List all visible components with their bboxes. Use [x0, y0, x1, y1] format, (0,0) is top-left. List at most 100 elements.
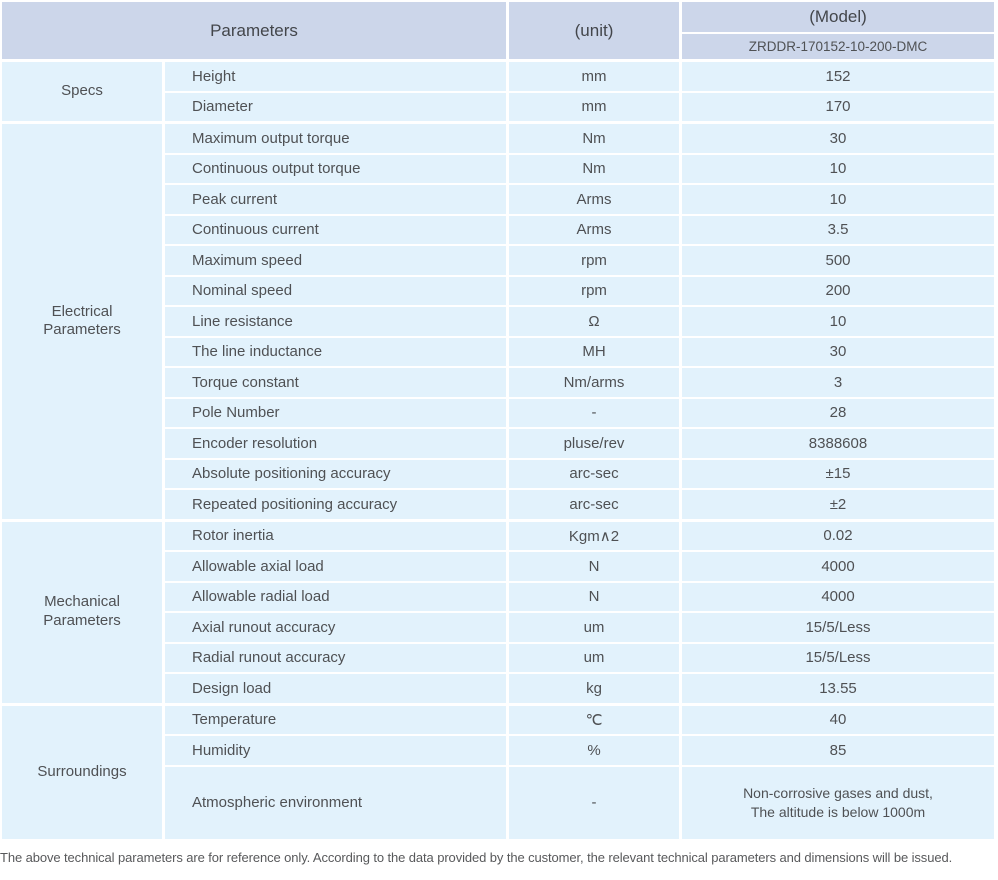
model-number: ZRDDR-170152-10-200-DMC — [682, 34, 994, 59]
table-row: Line resistance Ω 10 — [165, 307, 994, 336]
value-cell: 4000 — [682, 582, 994, 611]
param-cell: Rotor inertia — [165, 521, 506, 550]
value-cell: 0.02 — [682, 521, 994, 550]
param-cell: Continuous output torque — [165, 154, 506, 183]
value-cell: 85 — [682, 736, 994, 765]
unit-cell: % — [509, 736, 679, 765]
table-row: Encoder resolution pluse/rev 8388608 — [165, 429, 994, 458]
value-cell: 200 — [682, 276, 994, 305]
table-row: Radial runout accuracy um 15/5/Less — [165, 643, 994, 672]
value-cell: 28 — [682, 398, 994, 427]
param-cell: Torque constant — [165, 368, 506, 397]
header-unit: (unit) — [509, 2, 679, 59]
table-row: Nominal speed rpm 200 — [165, 276, 994, 305]
table-header: Parameters (unit) (Model) ZRDDR-170152-1… — [2, 2, 994, 59]
table-section: Surroundings Temperature ℃ 40 Humidity% 85 Atm… — [2, 705, 994, 839]
table-row: Design load kg 13.55 — [165, 674, 994, 703]
value-cell: 152 — [682, 62, 994, 91]
value-cell: 30 — [682, 124, 994, 153]
unit-cell: Arms — [509, 215, 679, 244]
group-label: Surroundings — [2, 705, 162, 839]
unit-cell: mm — [509, 62, 679, 91]
table-row: Maximum speed rpm 500 — [165, 246, 994, 275]
group-label: Specs — [2, 62, 162, 121]
value-cell: 4000 — [682, 552, 994, 581]
table-section: Mechanical Parameters Rotor inertia Kgm∧2 0… — [2, 521, 994, 703]
param-cell: Allowable radial load — [165, 582, 506, 611]
unit-cell: rpm — [509, 246, 679, 275]
param-cell: Maximum output torque — [165, 124, 506, 153]
value-cell: 10 — [682, 185, 994, 214]
param-cell: Height — [165, 62, 506, 91]
value-cell: 10 — [682, 154, 994, 183]
unit-cell: Kgm∧2 — [509, 521, 679, 550]
param-cell: Nominal speed — [165, 276, 506, 305]
section-rows: Rotor inertia Kgm∧2 0.02 Allowable axial lo… — [165, 521, 994, 703]
param-cell: Repeated positioning accuracy — [165, 490, 506, 519]
unit-cell: N — [509, 582, 679, 611]
param-cell: Design load — [165, 674, 506, 703]
value-cell: 40 — [682, 705, 994, 734]
unit-cell: rpm — [509, 276, 679, 305]
param-cell: The line inductance — [165, 337, 506, 366]
header-model: (Model) — [682, 2, 994, 32]
unit-cell: kg — [509, 674, 679, 703]
param-cell: Diameter — [165, 92, 506, 121]
param-cell: Absolute positioning accuracy — [165, 459, 506, 488]
value-cell: 500 — [682, 246, 994, 275]
param-cell: Temperature — [165, 705, 506, 734]
value-cell: Non-corrosive gases and dust, The altitu… — [682, 766, 994, 839]
table-row: Peak current Arms 10 — [165, 185, 994, 214]
value-cell: 30 — [682, 337, 994, 366]
value-cell: ±2 — [682, 490, 994, 519]
value-cell: 8388608 — [682, 429, 994, 458]
unit-cell: um — [509, 613, 679, 642]
unit-cell: Nm — [509, 124, 679, 153]
group-label: Electrical Parameters — [2, 124, 162, 519]
header-parameters: Parameters — [2, 2, 506, 59]
table-section: Specs Height mm 152 Diameter mm 170 — [2, 62, 994, 121]
unit-cell: MH — [509, 337, 679, 366]
footer-note: The above technical parameters are for r… — [0, 850, 953, 865]
section-rows: Height mm 152 Diameter mm 170 — [165, 62, 994, 121]
table-row: Pole Number -28 — [165, 398, 994, 427]
param-cell: Axial runout accuracy — [165, 613, 506, 642]
value-cell: 3 — [682, 368, 994, 397]
spec-table: Parameters (unit) (Model) ZRDDR-170152-1… — [2, 2, 994, 839]
unit-cell: arc-sec — [509, 459, 679, 488]
value-cell: ±15 — [682, 459, 994, 488]
table-row: Diameter mm 170 — [165, 92, 994, 121]
section-rows: Temperature ℃ 40 Humidity% 85 Atmospheric env… — [165, 705, 994, 839]
table-row: Continuous output torque Nm 10 — [165, 154, 994, 183]
unit-cell: - — [509, 766, 679, 839]
table-row: Continuous current Arms 3.5 — [165, 215, 994, 244]
value-cell: 170 — [682, 92, 994, 121]
table-row: Allowable axial load N 4000 — [165, 552, 994, 581]
unit-cell: um — [509, 643, 679, 672]
param-cell: Peak current — [165, 185, 506, 214]
unit-cell: arc-sec — [509, 490, 679, 519]
unit-cell: Nm/arms — [509, 368, 679, 397]
param-cell: Maximum speed — [165, 246, 506, 275]
unit-cell: Arms — [509, 185, 679, 214]
section-rows: Maximum output torque Nm 30 Continuous outp… — [165, 124, 994, 519]
value-cell: 15/5/Less — [682, 613, 994, 642]
table-row: The line inductance MH 30 — [165, 337, 994, 366]
param-cell: Encoder resolution — [165, 429, 506, 458]
value-cell: 10 — [682, 307, 994, 336]
unit-cell: ℃ — [509, 705, 679, 734]
param-cell: Allowable axial load — [165, 552, 506, 581]
table-row: Height mm 152 — [165, 62, 994, 91]
value-cell: 15/5/Less — [682, 643, 994, 672]
table-row: Atmospheric environment - Non-corrosive ga… — [165, 766, 994, 839]
table-body: Specs Height mm 152 Diameter mm 170 Electrical … — [2, 62, 994, 839]
table-section: Electrical Parameters Maximum output torq… — [2, 124, 994, 519]
table-row: Allowable radial load N 4000 — [165, 582, 994, 611]
unit-cell: - — [509, 398, 679, 427]
value-cell: 3.5 — [682, 215, 994, 244]
param-cell: Humidity — [165, 736, 506, 765]
param-cell: Continuous current — [165, 215, 506, 244]
unit-cell: pluse/rev — [509, 429, 679, 458]
unit-cell: Ω — [509, 307, 679, 336]
